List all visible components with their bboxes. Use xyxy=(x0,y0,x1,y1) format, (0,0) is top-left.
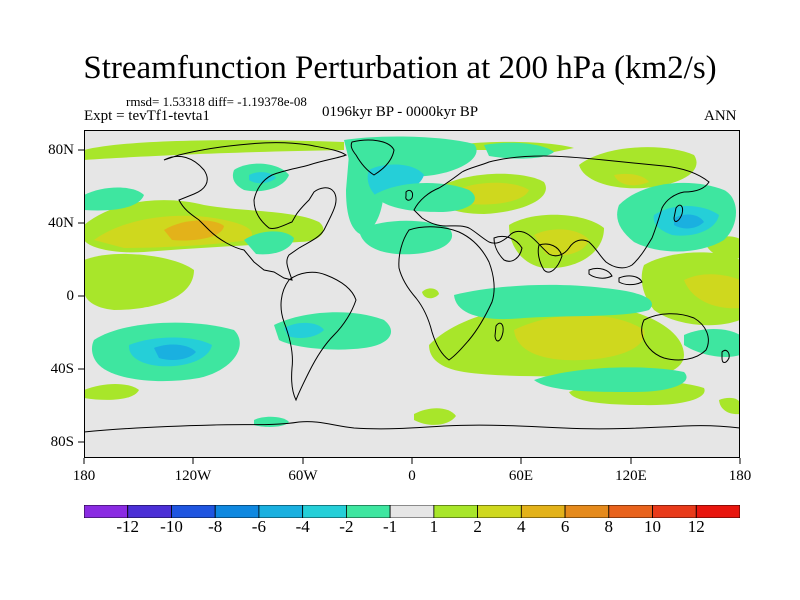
positive-region xyxy=(534,229,589,256)
negative-region xyxy=(484,142,554,159)
colorbar xyxy=(84,505,740,518)
map-title: Streamfunction Perturbation at 200 hPa (… xyxy=(83,50,717,86)
map-frame xyxy=(84,130,740,458)
negative-region xyxy=(374,183,475,212)
colorbar-label: -8 xyxy=(208,517,223,536)
negative-region xyxy=(674,214,704,229)
x-tick-label: 60E xyxy=(508,468,534,484)
x-tick-label: 60W xyxy=(288,468,318,484)
negative-region xyxy=(534,367,687,392)
contour-map xyxy=(84,130,740,458)
positive-region xyxy=(84,140,344,160)
coastlines xyxy=(84,139,740,433)
positive-region xyxy=(719,397,740,415)
colorbar-label: 4 xyxy=(517,517,526,536)
colorbar-label: 2 xyxy=(473,517,482,536)
positive-region xyxy=(614,173,649,186)
negative-region xyxy=(274,312,392,350)
colorbar-label: 12 xyxy=(687,517,705,536)
statistics-text: rmsd= 1.53318 diff= -1.19378e-08 xyxy=(126,94,307,109)
colorbar-label: 10 xyxy=(644,517,661,536)
x-tick-label: 180 xyxy=(72,468,96,484)
positive-region xyxy=(579,147,697,189)
y-tick-label: 80N xyxy=(48,142,74,158)
y-tick-label: 40S xyxy=(50,361,74,377)
positive-region xyxy=(84,253,194,310)
y-tick-label: 0 xyxy=(66,288,75,304)
y-tick-label: 80S xyxy=(50,434,74,450)
colorbar-label: -2 xyxy=(339,517,354,536)
season-label: ANN xyxy=(704,108,737,124)
negative-region xyxy=(154,344,196,360)
axis-ticks xyxy=(78,149,741,464)
period-label: 0196kyr BP - 0000kyr BP xyxy=(322,104,479,120)
positive-region xyxy=(84,384,139,400)
x-tick-label: 0 xyxy=(408,468,416,484)
colorbar-swatch xyxy=(695,505,740,518)
negative-region xyxy=(244,231,294,255)
colorbar-label: -4 xyxy=(295,517,310,536)
positive-region xyxy=(514,315,645,361)
x-tick-label: 120E xyxy=(615,468,647,484)
positive-region xyxy=(684,274,740,309)
negative-region xyxy=(454,284,652,320)
negative-region xyxy=(84,187,144,211)
x-tick-label: 120W xyxy=(174,468,212,484)
y-tick-label: 40N xyxy=(48,215,74,231)
negative-region xyxy=(359,220,453,255)
positive-region xyxy=(422,288,439,299)
negative-region xyxy=(249,172,276,184)
colorbar-label: -1 xyxy=(383,517,398,536)
experiment-label: Expt = tevTf1-tevta1 xyxy=(84,108,210,124)
colorbar-label: 6 xyxy=(560,517,570,536)
negative-region xyxy=(284,322,324,338)
negative-anomaly-regions xyxy=(84,136,740,427)
colorbar-label: 8 xyxy=(604,517,614,536)
positive-region xyxy=(164,220,224,241)
positive-region xyxy=(414,408,456,425)
colorbar-label: -12 xyxy=(116,517,140,536)
x-tick-label: 180 xyxy=(728,468,752,484)
colorbar-label: -10 xyxy=(160,517,183,536)
colorbar-label: -6 xyxy=(251,517,266,536)
colorbar-label: 1 xyxy=(429,517,439,536)
